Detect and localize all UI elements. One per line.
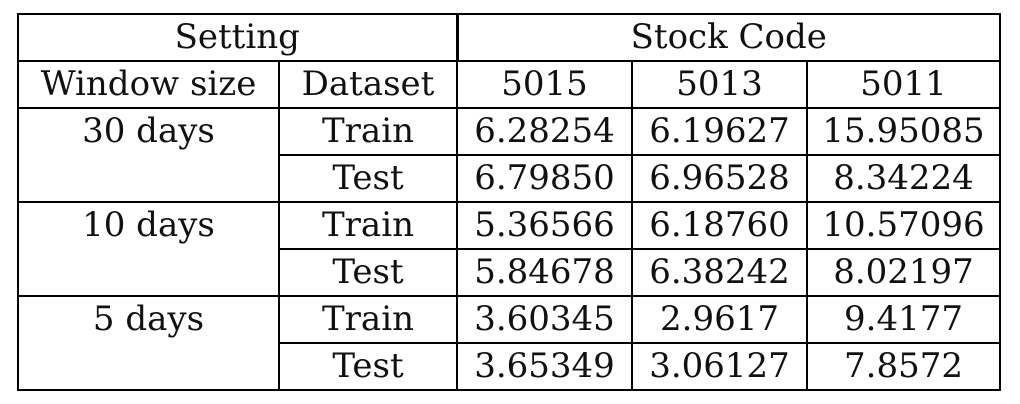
- table-row: 30 days Train 6.28254 6.19627 15.95085: [17, 107, 1001, 203]
- dataset-cell: Train: [278, 295, 458, 344]
- value-cell: 6.38242: [631, 248, 808, 297]
- value-cell: 9.4177: [806, 295, 1001, 344]
- value-cell: 7.8572: [806, 342, 1001, 391]
- dataset-cell: Train: [278, 107, 458, 156]
- column-header-5011: 5011: [806, 60, 1001, 109]
- dataset-cell: Train: [278, 201, 458, 250]
- stock-code-header: Stock Code: [455, 13, 1001, 62]
- value-cell: 15.95085: [806, 107, 1001, 156]
- window-size-cell: 10 days: [17, 201, 280, 297]
- value-cell: 3.65349: [456, 342, 633, 391]
- value-cell: 6.79850: [456, 154, 633, 203]
- value-cell: 3.06127: [631, 342, 808, 391]
- value-cell: 8.02197: [806, 248, 1001, 297]
- window-size-cell: 30 days: [17, 107, 280, 203]
- value-cell: 5.36566: [456, 201, 633, 250]
- value-cell: 3.60345: [456, 295, 633, 344]
- column-header-dataset: Dataset: [278, 60, 458, 109]
- window-size-cell: 5 days: [17, 295, 280, 391]
- value-cell: 6.96528: [631, 154, 808, 203]
- value-cell: 6.19627: [631, 107, 808, 156]
- dataset-cell: Test: [278, 342, 458, 391]
- column-header-row: Window size Dataset 5015 5013 5011: [17, 60, 1001, 109]
- value-cell: 2.9617: [631, 295, 808, 344]
- value-cell: 6.28254: [456, 107, 633, 156]
- dataset-cell: Test: [278, 248, 458, 297]
- group-header-row: Setting Stock Code: [17, 13, 1001, 62]
- setting-header: Setting: [17, 13, 458, 62]
- column-header-5015: 5015: [456, 60, 633, 109]
- table-row: 5 days Train 3.60345 2.9617 9.4177: [17, 295, 1001, 391]
- table-row: Test 6.79850 6.96528 8.34224: [18, 154, 1001, 203]
- table-row: 10 days Train 5.36566 6.18760 10.57096: [17, 201, 1001, 297]
- value-cell: 5.84678: [456, 248, 633, 297]
- table-row: Test 5.84678 6.38242 8.02197: [18, 248, 1001, 297]
- dataset-cell: Test: [278, 154, 458, 203]
- value-cell: 6.18760: [631, 201, 808, 250]
- table-row: Test 3.65349 3.06127 7.8572: [18, 342, 1001, 391]
- column-header-5013: 5013: [631, 60, 808, 109]
- value-cell: 8.34224: [806, 154, 1001, 203]
- value-cell: 10.57096: [806, 201, 1001, 250]
- column-header-window-size: Window size: [17, 60, 280, 109]
- results-table: Setting Stock Code Window size Dataset 5…: [17, 13, 1001, 391]
